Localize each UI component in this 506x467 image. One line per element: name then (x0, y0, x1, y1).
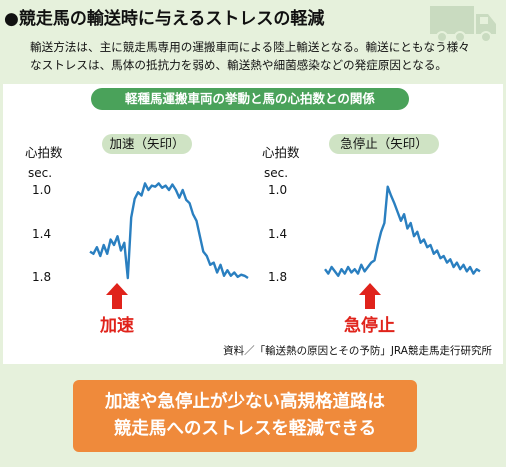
y-tick-left-0: 1.0 (32, 183, 52, 197)
y-tick-right-1: 1.4 (268, 227, 288, 241)
event-label-accel: 加速 (100, 316, 134, 336)
page-title: ●競走馬の輸送時に与えるストレスの軽減 (4, 9, 325, 29)
source-caption: 資料／「輸送熱の原因とその予防」JRA競走馬走行研究所 (223, 345, 492, 357)
panel-label-accel: 加速（矢印） (102, 134, 192, 154)
event-arrow-icon (359, 283, 381, 309)
series-line-stop (324, 185, 481, 277)
y-tick-right-2: 1.8 (268, 270, 288, 284)
y-unit-left: sec. (28, 166, 53, 180)
banner-line-1: 加速や急停止が少ない高規格道路は (105, 392, 385, 412)
y-unit-right: sec. (264, 166, 289, 180)
y-axis-label-right: 心拍数 (262, 145, 300, 160)
y-tick-left-1: 1.4 (32, 227, 52, 241)
series-line-accel (89, 182, 249, 280)
chart-title: 軽種馬運搬車両の挙動と馬の心拍数との関係 (91, 88, 409, 110)
y-tick-right-0: 1.0 (268, 183, 288, 197)
chart-panel (3, 84, 503, 364)
banner-line-2: 競走馬へのストレスを軽減できる (113, 419, 377, 439)
truck-icon (430, 6, 496, 43)
event-arrow-icon (106, 283, 128, 309)
conclusion-banner: 加速や急停止が少ない高規格道路は 競走馬へのストレスを軽減できる (73, 380, 417, 452)
y-tick-left-2: 1.8 (32, 270, 52, 284)
y-axis-label-left: 心拍数 (25, 145, 63, 160)
description-text: 輸送方法は、主に競走馬専用の運搬車両による陸上輸送となる。輸送にともなう様々なス… (30, 40, 470, 72)
panel-label-stop: 急停止（矢印） (329, 134, 439, 154)
event-label-stop: 急停止 (344, 316, 395, 336)
